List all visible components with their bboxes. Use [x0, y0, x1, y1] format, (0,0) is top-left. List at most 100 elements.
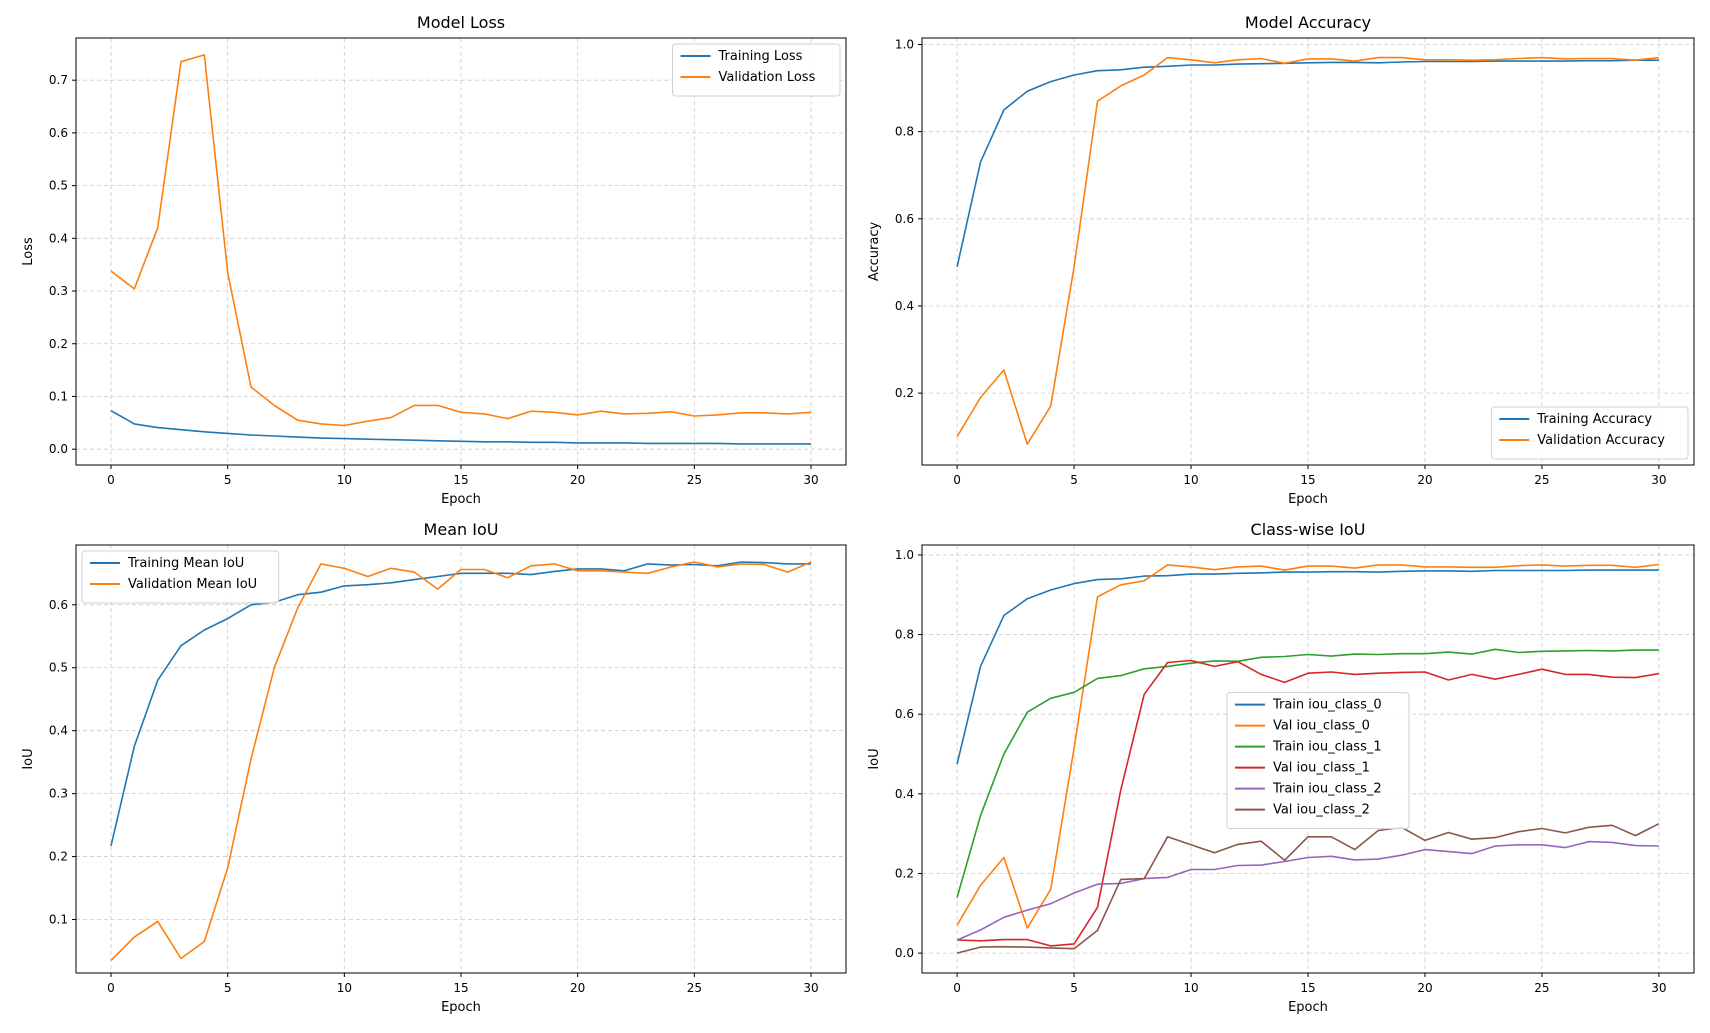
- x-tick-label: 25: [687, 473, 702, 487]
- y-tick-label: 0.6: [895, 707, 914, 721]
- x-tick-label: 20: [1417, 981, 1432, 995]
- y-tick-label: 0.4: [895, 787, 914, 801]
- x-tick-label: 5: [1070, 981, 1078, 995]
- series-line-val-iou_class_1: [957, 659, 1660, 947]
- x-tick-label: 5: [224, 473, 232, 487]
- x-tick-label: 15: [1300, 981, 1315, 995]
- series-line-validation-mean-iou: [110, 561, 812, 961]
- legend-box: [1490, 406, 1689, 460]
- x-tick-label: 0: [107, 473, 115, 487]
- legend-label: Training Loss: [718, 49, 803, 64]
- legend-label: Training Mean IoU: [127, 556, 244, 571]
- legend-item: Train iou_class_2: [1234, 782, 1382, 797]
- y-tick-label: 0.0: [49, 442, 68, 456]
- legend-item: Train iou_class_1: [1234, 740, 1382, 755]
- series-line-train-iou_class_2: [956, 840, 1659, 941]
- series-line-validation-accuracy: [956, 56, 1659, 445]
- x-tick-label: 15: [453, 473, 468, 487]
- series-line-training-accuracy: [956, 59, 1659, 267]
- legend-label: Training Accuracy: [1536, 412, 1652, 427]
- series-line-val-iou_class_0: [956, 563, 1659, 929]
- series-line-training-loss: [110, 410, 811, 445]
- x-tick-label: 30: [1651, 981, 1666, 995]
- legend-box: [1226, 692, 1410, 830]
- x-tick-label: 5: [1070, 473, 1078, 487]
- legend-item: Val iou_class_1: [1234, 761, 1370, 776]
- x-tick-label: 15: [453, 981, 468, 995]
- y-tick-label: 1.0: [895, 38, 914, 52]
- legend-item: Train iou_class_0: [1234, 698, 1382, 713]
- y-axis-label: IoU: [21, 748, 36, 769]
- x-axis-label: Epoch: [1288, 492, 1328, 507]
- legend-label: Train iou_class_0: [1272, 698, 1382, 713]
- x-tick-label: 25: [687, 981, 702, 995]
- axes-frame: [921, 37, 1695, 466]
- legend-item: Validation Mean IoU: [90, 577, 257, 592]
- chart-title: Mean IoU: [424, 520, 499, 539]
- chart-title: Model Accuracy: [1245, 13, 1371, 32]
- y-tick-label: 0.4: [895, 299, 914, 313]
- legend-item: Training Accuracy: [1499, 412, 1652, 427]
- y-tick-label: 0.6: [49, 598, 68, 612]
- legend-label: Val iou_class_1: [1273, 761, 1370, 776]
- legend-label: Validation Mean IoU: [128, 577, 257, 592]
- x-axis-label: Epoch: [441, 1000, 481, 1015]
- y-axis-label: IoU: [867, 748, 882, 769]
- y-tick-label: 0.4: [49, 231, 68, 245]
- legend-item: Validation Loss: [680, 70, 816, 85]
- x-axis-label: Epoch: [441, 492, 481, 507]
- legend-box: [81, 550, 280, 604]
- axes-frame: [75, 37, 847, 466]
- y-tick-label: 0.3: [49, 284, 68, 298]
- x-tick-label: 10: [337, 473, 352, 487]
- series-line-train-iou_class_0: [956, 569, 1659, 765]
- x-tick-label: 25: [1534, 473, 1549, 487]
- subplot-3: 0 5 10 15 20 25 30 0.1 0.2 0.3 0.4 0.5 0.6 Mean IoU Ep…: [21, 520, 847, 1015]
- chart-title: Model Loss: [417, 13, 505, 32]
- legend-item: Val iou_class_0: [1234, 719, 1370, 734]
- x-axis-label: Epoch: [1288, 1000, 1328, 1015]
- legend-item: Training Mean IoU: [90, 556, 244, 571]
- x-tick-label: 10: [1183, 473, 1198, 487]
- legend: Training Accuracy Validation Accuracy: [1490, 406, 1689, 460]
- y-tick-label: 0.2: [49, 850, 68, 864]
- legend-label: Validation Loss: [719, 70, 816, 85]
- y-tick-label: 0.4: [49, 724, 68, 738]
- subplot-4: 0 5 10 15 20 25 30 0.0 0.2 0.4 0.6 0.8 1.0 Class-wise…: [867, 520, 1695, 1015]
- legend-box: [672, 43, 841, 97]
- series-line-train-iou_class_1: [956, 648, 1659, 898]
- series-line-val-iou_class_2: [956, 822, 1660, 954]
- y-axis-label: Loss: [21, 237, 36, 266]
- axes-frame: [75, 544, 847, 974]
- legend: Train iou_class_0 Val iou_class_0 Train io…: [1226, 692, 1410, 830]
- x-tick-label: 0: [107, 981, 115, 995]
- y-tick-label: 0.6: [49, 126, 68, 140]
- legend: Training Mean IoU Validation Mean IoU: [81, 550, 280, 604]
- y-tick-label: 0.8: [895, 628, 914, 642]
- x-tick-label: 30: [1651, 473, 1666, 487]
- x-tick-label: 5: [224, 981, 232, 995]
- chart-title: Class-wise IoU: [1251, 520, 1366, 539]
- y-tick-label: 1.0: [895, 548, 914, 562]
- x-tick-label: 20: [1417, 473, 1432, 487]
- legend-item: Validation Accuracy: [1499, 433, 1665, 448]
- y-tick-label: 0.0: [895, 946, 914, 960]
- x-tick-label: 10: [1183, 981, 1198, 995]
- legend: Training Loss Validation Loss: [672, 43, 841, 97]
- legend-label: Train iou_class_2: [1272, 782, 1382, 797]
- y-tick-label: 0.2: [895, 866, 914, 880]
- y-tick-label: 0.2: [49, 337, 68, 351]
- legend-label: Train iou_class_1: [1272, 740, 1382, 755]
- y-tick-label: 0.6: [895, 212, 914, 226]
- y-axis-label: Accuracy: [867, 222, 882, 282]
- x-tick-label: 0: [953, 473, 961, 487]
- subplot-2: 0 5 10 15 20 25 30 0.2 0.4 0.6 0.8 1.0 Model Accurac…: [867, 13, 1695, 507]
- x-tick-label: 15: [1300, 473, 1315, 487]
- axes-frame: [921, 544, 1695, 974]
- legend-item: Training Loss: [680, 49, 803, 64]
- x-tick-label: 20: [570, 473, 585, 487]
- x-tick-label: 25: [1534, 981, 1549, 995]
- x-tick-label: 30: [803, 981, 818, 995]
- series-line-training-mean-iou: [110, 561, 811, 847]
